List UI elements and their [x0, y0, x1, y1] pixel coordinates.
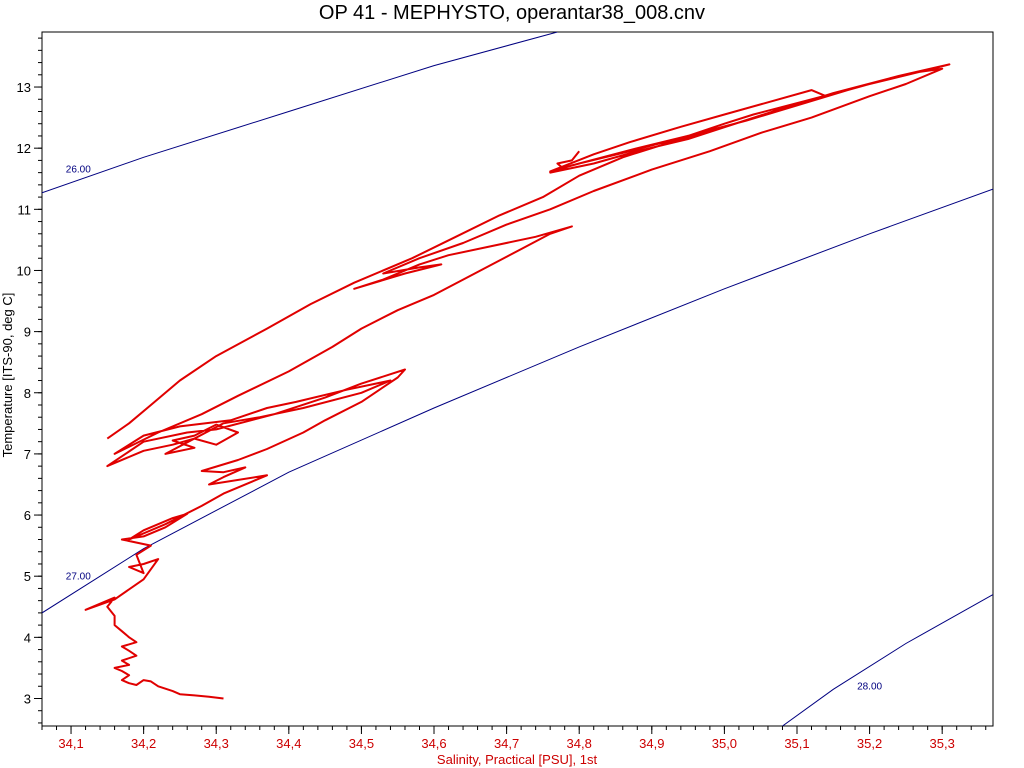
data-series — [84, 63, 951, 700]
ts-profile-trace — [556, 150, 580, 171]
isopycnal-lines: 26.00 27.00 28.00 — [42, 32, 993, 726]
x-tick-label: 34,2 — [131, 736, 156, 751]
y-tick-label: 5 — [24, 569, 31, 584]
x-tick-label: 34,8 — [567, 736, 592, 751]
isopycnal-label: 26.00 — [66, 165, 91, 176]
chart-title: OP 41 - MEPHYSTO, operantar38_008.cnv — [318, 2, 706, 24]
x-tick-label: 35,0 — [712, 736, 737, 751]
x-tick-label: 34,7 — [494, 736, 519, 751]
y-tick-label: 12 — [17, 141, 31, 156]
y-tick-label: 9 — [24, 325, 31, 340]
y-tick-label: 3 — [24, 691, 31, 706]
isopycnal-label: 27.00 — [66, 571, 91, 582]
y-tick-label: 13 — [17, 80, 31, 95]
isopycnal-26.00 — [42, 32, 558, 194]
ts-profile-trace — [84, 63, 951, 700]
x-tick-label: 34,1 — [58, 736, 83, 751]
y-axis: 3 4 5 6 7 8 9 10 11 12 13 — [17, 37, 42, 724]
y-tick-label: 10 — [17, 263, 31, 278]
y-tick-label: 7 — [24, 447, 31, 462]
x-tick-label: 34,9 — [639, 736, 664, 751]
x-axis-label: Salinity, Practical [PSU], 1st — [437, 752, 598, 767]
x-tick-label: 34,5 — [349, 736, 374, 751]
isopycnal-label: 28.00 — [857, 681, 882, 692]
y-tick-label: 11 — [18, 202, 32, 217]
x-tick-label: 34,6 — [421, 736, 446, 751]
x-tick-label: 35,3 — [930, 736, 955, 751]
plot-frame — [41, 31, 994, 727]
y-axis-label: Temperature [ITS-90, deg C] — [0, 293, 15, 458]
isopycnal-27.00 — [42, 188, 993, 614]
isopycnal-28.00 — [782, 594, 993, 726]
x-tick-label: 34,4 — [276, 736, 301, 751]
y-tick-label: 6 — [24, 508, 31, 523]
y-tick-label: 4 — [24, 630, 31, 645]
x-tick-label: 35,2 — [857, 736, 882, 751]
x-axis: 34,1 34,2 34,3 34,4 34,5 34,6 34,7 34,8 34,9 35,0… — [41, 726, 987, 751]
y-tick-label: 8 — [24, 386, 31, 401]
x-tick-label: 35,1 — [784, 736, 809, 751]
x-tick-label: 34,3 — [204, 736, 229, 751]
